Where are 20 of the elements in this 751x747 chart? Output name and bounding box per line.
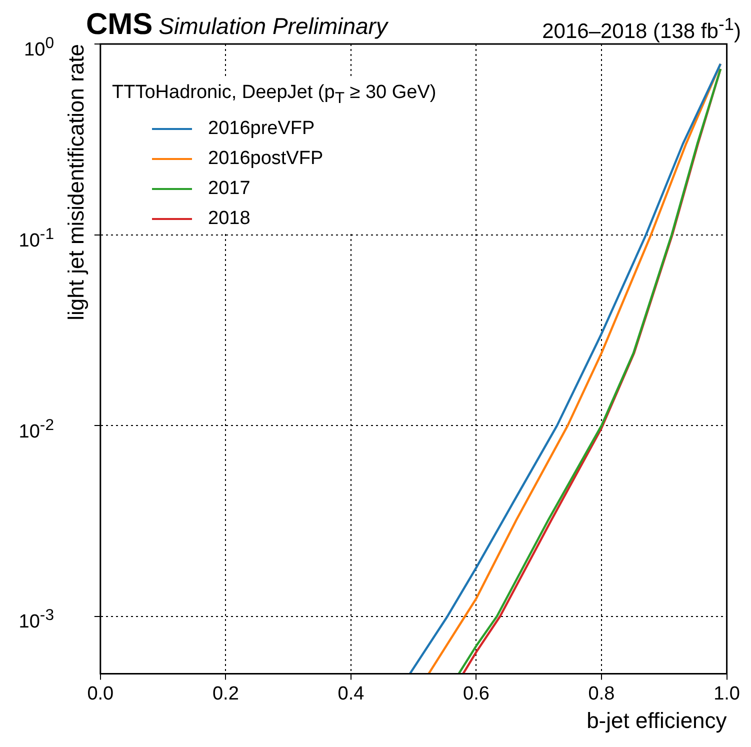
x-tick-label: 1.0: [714, 683, 740, 704]
y-tick-label: 10$^{0}$: [24, 34, 54, 62]
x-tick-label: 0.6: [463, 683, 490, 704]
text: 2016–2018 (138 fb$^{-1}$): [542, 14, 741, 44]
legend-label: 2018: [208, 206, 250, 231]
y-tick-label: 10$^{-2}$: [18, 416, 54, 444]
x-tick-label: 0.4: [338, 683, 365, 704]
y-tick-label: 10$^{-3}$: [18, 606, 54, 635]
legend-label: 2017: [208, 176, 250, 201]
y-axis-title: light jet misidentification rate: [63, 44, 88, 320]
x-tick-label: 0.2: [212, 683, 239, 704]
x-axis-title: b-jet efficiency: [586, 708, 727, 733]
x-tick-label: 0.0: [87, 683, 114, 704]
x-tick-label: 0.8: [588, 683, 615, 704]
legend-label: 2016preVFP: [208, 116, 315, 141]
legend-title: TTToHadronic, DeepJet (p$_{T}$ ≥ 30 GeV): [112, 81, 436, 109]
legend-label: 2016postVFP: [208, 146, 324, 171]
chart-title: CMS: [86, 8, 153, 41]
y-tick-label: 10$^{-1}$: [18, 224, 54, 254]
chart-subtitle: Simulation Preliminary: [158, 13, 388, 39]
